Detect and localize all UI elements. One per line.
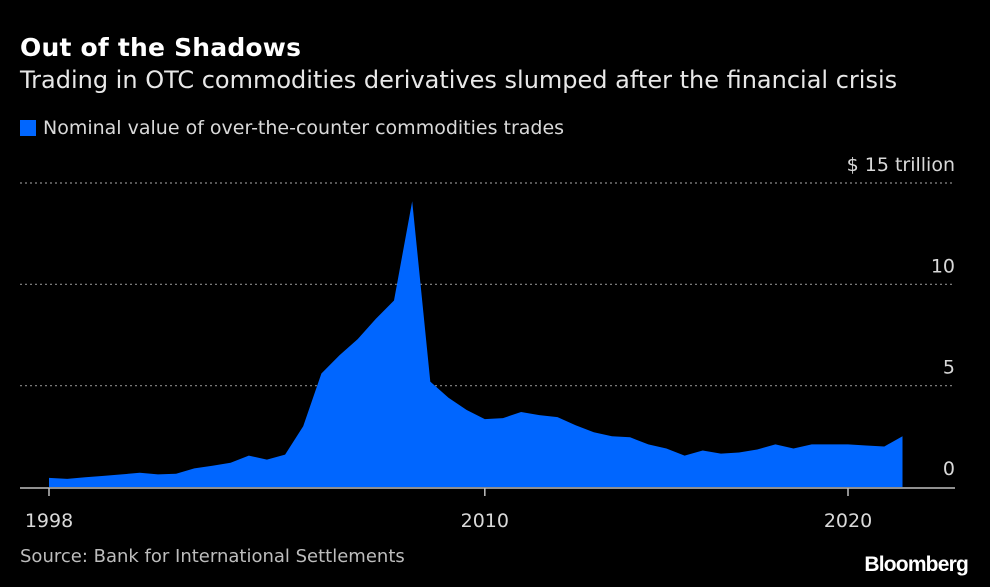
chart-subtitle: Trading in OTC commodities derivatives s… (20, 66, 898, 94)
series-layer (49, 201, 903, 487)
legend-label: Nominal value of over-the-counter commod… (43, 117, 565, 139)
x-tick-label-2010: 2010 (461, 510, 509, 532)
chart-title: Out of the Shadows (20, 33, 302, 62)
x-axis (20, 487, 955, 496)
x-tick-label-2020: 2020 (824, 510, 872, 532)
bloomberg-logo: Bloomberg (864, 553, 968, 576)
y-tick-label-10: 10 (931, 255, 955, 277)
x-tick-label-1998: 1998 (25, 510, 73, 532)
y-axis-labels: $ 15 trillion 10 5 0 (847, 154, 955, 480)
source-note: Source: Bank for International Settlemen… (20, 546, 405, 567)
y-tick-label-15: $ 15 trillion (847, 154, 955, 176)
x-axis-labels: 1998 2010 2020 (25, 510, 872, 532)
gridlines (20, 182, 955, 387)
area-series-0 (49, 201, 903, 487)
legend-swatch (20, 120, 36, 136)
legend: Nominal value of over-the-counter commod… (20, 117, 564, 139)
y-tick-label-0: 0 (943, 458, 955, 480)
y-tick-label-5: 5 (943, 357, 955, 379)
